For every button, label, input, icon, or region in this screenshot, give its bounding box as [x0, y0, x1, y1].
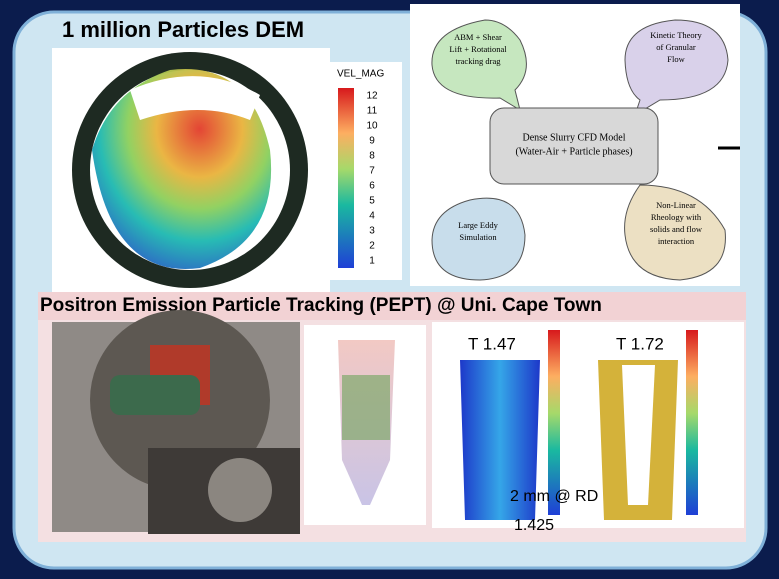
- legend-level: 3: [369, 226, 375, 237]
- legend-title: VEL_MAG: [337, 69, 384, 80]
- legend-level: 12: [366, 91, 378, 102]
- legend-level: 5: [369, 196, 375, 207]
- center-label: Dense Slurry CFD Model: [522, 132, 625, 143]
- title: 1 million Particles DEM: [62, 17, 304, 42]
- legend-level: 7: [369, 166, 375, 177]
- plot-label: T 1.72: [616, 334, 664, 353]
- slide: 1 million Particles DEM VEL_MAG 12111098…: [0, 0, 779, 579]
- bubble-label: Flow: [667, 54, 685, 64]
- bubble-label: Rheology with: [651, 212, 702, 222]
- legend-level: 9: [369, 136, 375, 147]
- heatmap-colorbar: [686, 330, 698, 515]
- photo-detail: [110, 375, 200, 415]
- center-label: (Water-Air + Particle phases): [515, 146, 632, 157]
- plot-note: 2 mm @ RD: [510, 488, 598, 505]
- colorbar: [338, 88, 354, 268]
- legend-level: 1: [369, 256, 375, 267]
- bubble-label: interaction: [658, 236, 695, 246]
- bubble-label: Simulation: [459, 232, 497, 242]
- plot-note: 1.425: [514, 517, 554, 534]
- bubble-label: solids and flow: [650, 224, 703, 234]
- inset-detail: [208, 458, 272, 522]
- legend-level: 2: [369, 241, 375, 252]
- legend-level: 6: [369, 181, 375, 192]
- bubble-label: Lift + Rotational: [449, 44, 507, 54]
- legend-level: 10: [366, 121, 378, 132]
- bubble-label: ABM + Shear: [454, 32, 502, 42]
- bubble-label: Kinetic Theory: [650, 30, 702, 40]
- legend-level: 11: [367, 106, 378, 117]
- bubble-label: Non-Linear: [656, 200, 696, 210]
- plot-label: T 1.47: [468, 334, 516, 353]
- legend-level: 8: [369, 151, 375, 162]
- banner-text: Positron Emission Particle Tracking (PEP…: [40, 295, 602, 316]
- legend-level: 4: [369, 211, 375, 222]
- bubble-label: Large Eddy: [458, 220, 498, 230]
- bubble-label: tracking drag: [455, 56, 501, 66]
- bubble-label: of Granular: [656, 42, 696, 52]
- cone-particles: [342, 375, 390, 440]
